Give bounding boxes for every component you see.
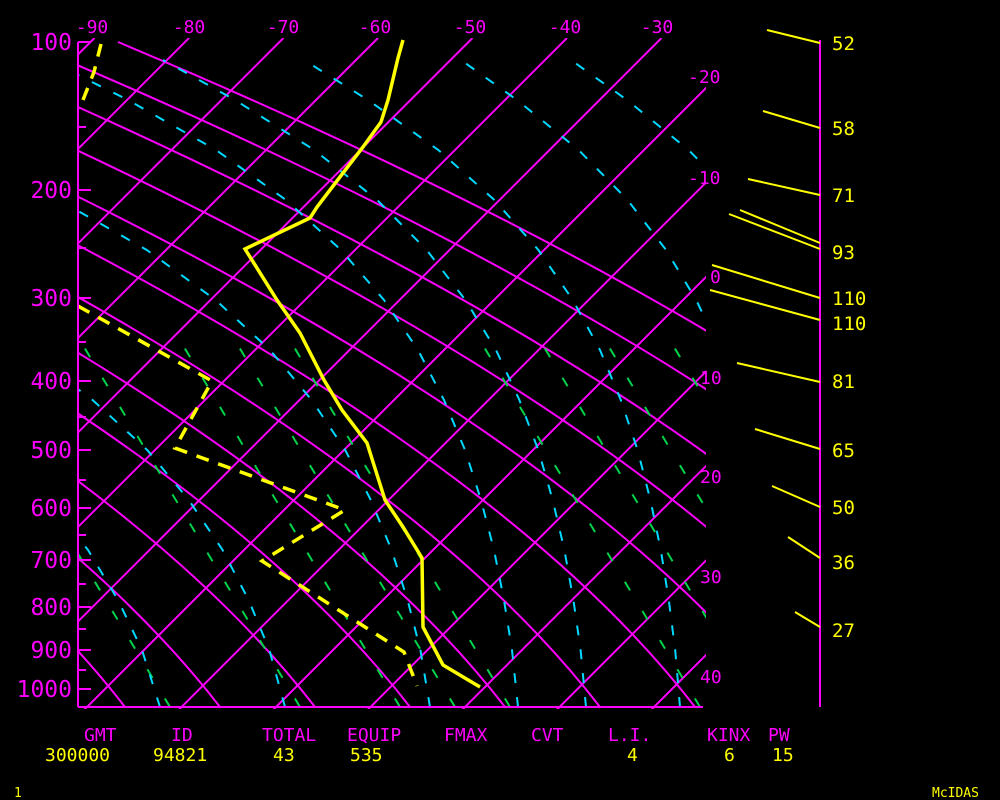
wind-barb: 110 xyxy=(711,264,866,310)
pressure-label: 100 xyxy=(30,30,72,56)
stats-header: ID xyxy=(171,725,193,746)
isotherm-top-label: -60 xyxy=(359,17,392,38)
pressure-label: 200 xyxy=(30,178,72,204)
isotherm-right-label: 0 xyxy=(710,267,721,288)
stats-header: EQUIP xyxy=(347,725,401,746)
temperature-profile-line xyxy=(242,39,481,689)
stats-value: 94821 xyxy=(153,745,207,766)
wind-barb: 50 xyxy=(771,485,855,519)
dry-adiabat-lines xyxy=(78,41,706,708)
mixing-ratio-lines xyxy=(78,339,706,708)
wind-barb-column: 52 58 71 93 110 110 81 65 50 36 27 xyxy=(709,29,866,707)
profile-layer xyxy=(78,39,481,689)
wind-speed-label: 71 xyxy=(832,185,855,207)
dewpoint-profile-line xyxy=(78,304,419,687)
isotherm-right-label: 10 xyxy=(700,368,722,389)
wind-speed-label: 52 xyxy=(832,33,855,55)
isotherm-top-label: -90 xyxy=(76,17,109,38)
stats-header: L.I. xyxy=(608,725,651,746)
isotherm-right-label: 40 xyxy=(700,667,722,688)
pressure-label: 1000 xyxy=(17,677,72,703)
isotherm-top-label: -80 xyxy=(173,17,206,38)
pressure-label: 900 xyxy=(30,638,72,664)
stats-header: KINX xyxy=(707,725,751,746)
stats-value: 43 xyxy=(273,745,295,766)
wind-barb: 27 xyxy=(794,611,855,642)
wind-barb: 36 xyxy=(787,536,855,574)
wind-barb: 65 xyxy=(754,428,855,462)
pressure-label: 600 xyxy=(30,496,72,522)
wind-speed-label: 27 xyxy=(832,620,855,642)
moist-adiabat-lines xyxy=(78,59,706,708)
frame-number: 1 xyxy=(14,786,22,800)
mcidas-brand: McIDAS xyxy=(932,786,979,800)
wind-speed-label: 93 xyxy=(832,242,855,264)
wind-speed-label: 81 xyxy=(832,371,855,393)
stats-header: GMT xyxy=(84,725,117,746)
pressure-label: 300 xyxy=(30,286,72,312)
isotherm-top-label: -50 xyxy=(454,17,487,38)
stats-value: 6 xyxy=(724,745,735,766)
pressure-label: 700 xyxy=(30,548,72,574)
dewpoint-profile-upper xyxy=(81,43,103,101)
wind-barb: 71 xyxy=(747,178,855,207)
isotherm-right-label: -20 xyxy=(688,67,721,88)
stats-value: 4 xyxy=(627,745,638,766)
pressure-label: 400 xyxy=(30,369,72,395)
axes xyxy=(77,41,703,708)
stats-header: CVT xyxy=(531,725,564,746)
stats-header: FMAX xyxy=(444,725,488,746)
wind-speed-label: 36 xyxy=(832,552,855,574)
pressure-label: 800 xyxy=(30,595,72,621)
wind-barb: 93 xyxy=(728,209,855,264)
wind-barb: 58 xyxy=(762,110,855,140)
isotherm-right-label: -10 xyxy=(688,168,721,189)
wind-speed-label: 65 xyxy=(832,440,855,462)
isotherm-right-label: 30 xyxy=(700,567,722,588)
stats-header: TOTAL xyxy=(262,725,316,746)
stats-value: 535 xyxy=(350,745,383,766)
wind-speed-label: 110 xyxy=(832,313,866,335)
pressure-label: 500 xyxy=(30,438,72,464)
wind-barb: 52 xyxy=(766,29,855,55)
stats-value: 300000 xyxy=(45,745,110,766)
grid-layer xyxy=(78,38,706,709)
stats-value: 15 xyxy=(772,745,794,766)
wind-speed-label: 58 xyxy=(832,118,855,140)
isotherm-top-label: -30 xyxy=(641,17,674,38)
wind-speed-label: 110 xyxy=(832,288,866,310)
isotherm-right-label: 20 xyxy=(700,467,722,488)
isotherm-top-label: -40 xyxy=(549,17,582,38)
wind-barb: 81 xyxy=(736,362,855,393)
wind-barb: 110 xyxy=(709,289,866,335)
stats-header: PW xyxy=(768,725,790,746)
wind-speed-label: 50 xyxy=(832,497,855,519)
isotherm-top-label: -70 xyxy=(267,17,300,38)
